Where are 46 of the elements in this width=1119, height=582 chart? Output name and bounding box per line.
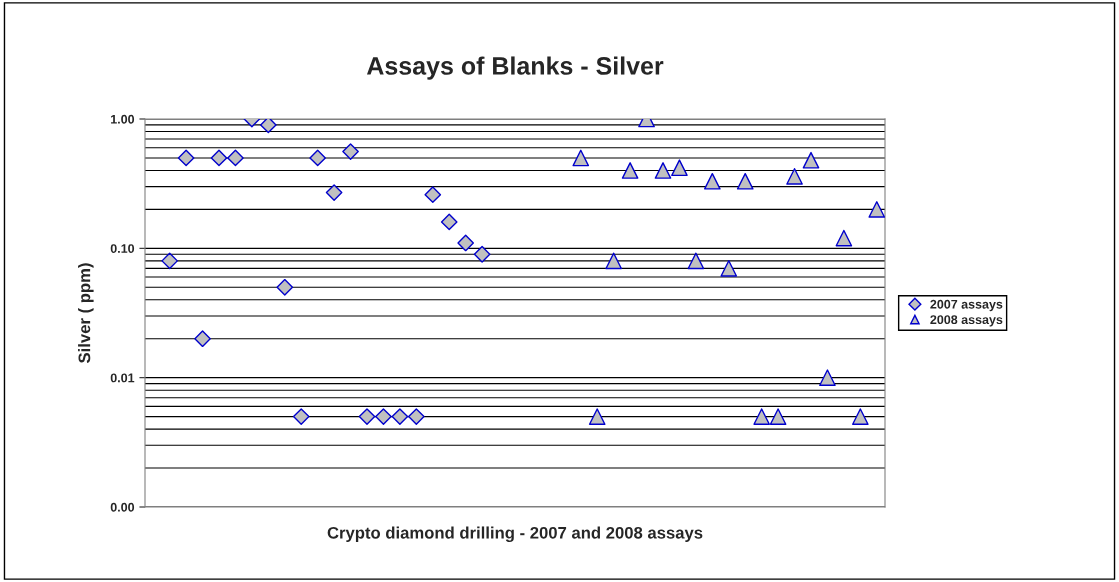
point — [457, 234, 475, 252]
point — [572, 149, 590, 167]
point — [753, 408, 771, 425]
legend-label: 2008 assays — [930, 315, 1003, 327]
point — [736, 172, 754, 190]
legend-label: 2007 assays — [930, 299, 1003, 312]
point — [424, 186, 442, 204]
point — [292, 408, 310, 425]
point — [819, 369, 836, 387]
y-tick-label: 0.10 — [110, 244, 135, 253]
y-axis-title: Silver ( ppm) — [78, 263, 94, 363]
x-axis-title: Crypto diamond drilling - 2007 and 2008 assays — [327, 526, 703, 543]
point — [177, 149, 195, 167]
point — [342, 143, 359, 160]
point — [605, 252, 623, 270]
point — [309, 149, 327, 167]
y-tick-label: 0.01 — [110, 373, 135, 383]
point — [621, 162, 639, 179]
point — [227, 149, 244, 167]
point — [391, 408, 409, 425]
point — [588, 408, 606, 425]
point — [671, 159, 688, 177]
y-tick-label: 1.00 — [111, 114, 135, 124]
point — [868, 201, 885, 218]
point — [687, 252, 705, 270]
point — [720, 260, 738, 277]
point — [276, 278, 294, 296]
point — [161, 252, 179, 270]
point — [654, 162, 672, 179]
chart-title: Assays of Blanks - Silver — [366, 56, 664, 80]
point — [407, 408, 425, 425]
point — [769, 408, 787, 425]
point — [375, 408, 392, 425]
point — [802, 151, 820, 169]
point — [194, 330, 211, 348]
point — [259, 119, 277, 134]
point — [703, 172, 721, 190]
point — [835, 229, 853, 247]
point — [210, 149, 228, 167]
point — [786, 168, 803, 185]
point — [851, 408, 869, 425]
point — [473, 245, 491, 263]
point — [440, 213, 458, 231]
point — [325, 184, 343, 201]
y-tick-label: 0.00 — [110, 502, 135, 512]
point — [358, 408, 376, 425]
